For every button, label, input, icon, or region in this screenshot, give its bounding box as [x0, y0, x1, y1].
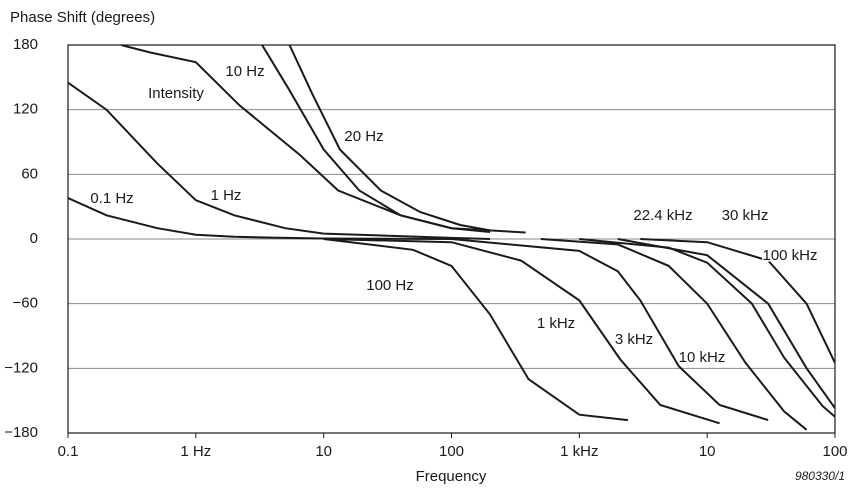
curve-label: 100 kHz	[762, 247, 817, 264]
curve	[451, 238, 769, 422]
y-tick-label: −60	[13, 295, 38, 312]
curve	[261, 45, 526, 234]
figure-id: 980330/1	[795, 469, 845, 483]
x-tick-label: 1 kHz	[560, 443, 598, 460]
curve	[579, 238, 835, 418]
x-axis-label: Frequency	[416, 468, 487, 485]
y-tick-label: 60	[21, 165, 38, 182]
curve	[288, 45, 491, 232]
x-tick-label: 100	[822, 443, 847, 460]
x-tick-label: 100	[439, 443, 464, 460]
curve	[68, 197, 452, 240]
curve-label: 0.1 Hz	[90, 190, 133, 207]
x-tick-label: 0.1	[58, 443, 79, 460]
curve	[120, 45, 491, 233]
curve-label: 10 kHz	[679, 349, 726, 366]
curve-label: 20 Hz	[344, 128, 383, 145]
curve-label: 30 kHz	[722, 207, 769, 224]
x-tick-label: 10	[699, 443, 716, 460]
curve	[540, 238, 808, 431]
curve-label: 1 Hz	[211, 187, 242, 204]
curve	[323, 238, 629, 422]
y-tick-label: 180	[13, 36, 38, 53]
x-tick-label: 10	[315, 443, 332, 460]
curve-label: 10 Hz	[225, 63, 264, 80]
curve	[640, 238, 835, 364]
y-tick-label: −120	[4, 359, 38, 376]
curve	[68, 81, 491, 240]
curve-label: 100 Hz	[366, 277, 414, 294]
chart-title: Phase Shift (degrees)	[10, 9, 155, 26]
y-tick-label: −180	[4, 424, 38, 441]
x-tick-label: 1 Hz	[180, 443, 211, 460]
y-tick-label: 120	[13, 101, 38, 118]
curve	[323, 238, 720, 425]
curve-label: Intensity	[148, 85, 204, 102]
curves	[68, 45, 835, 431]
curve-label: 1 kHz	[537, 315, 575, 332]
curve-label: 3 kHz	[615, 331, 653, 348]
y-tick-label: 0	[30, 230, 38, 247]
curve-label: 22.4 kHz	[633, 207, 692, 224]
curve	[617, 238, 835, 409]
